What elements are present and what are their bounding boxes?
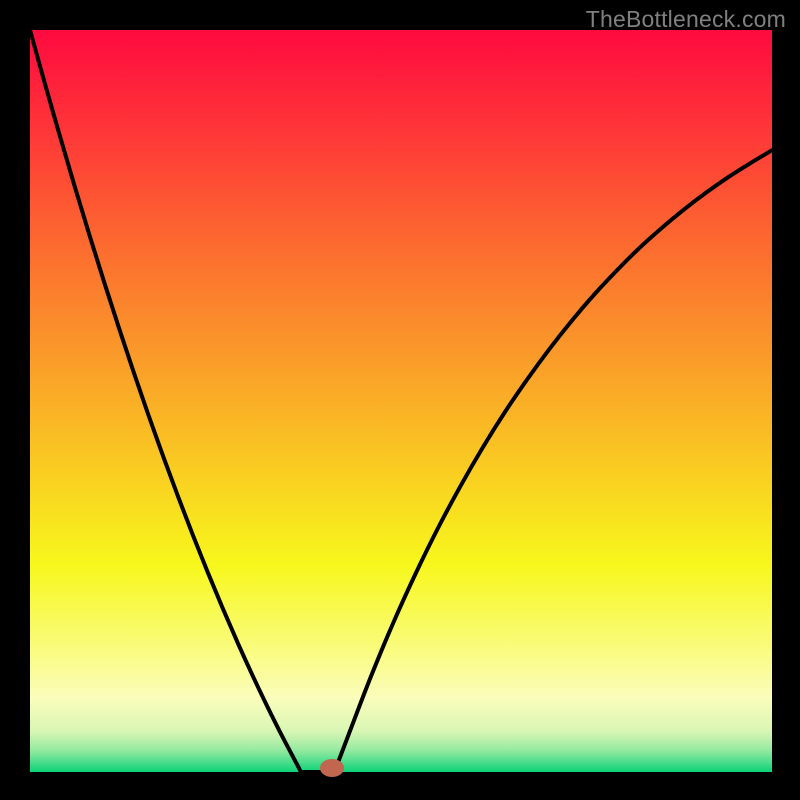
operating-point-marker [320, 759, 344, 777]
plot-area [30, 30, 772, 772]
gradient-background [30, 30, 772, 772]
chart-root: TheBottleneck.com [0, 0, 800, 800]
watermark-text: TheBottleneck.com [586, 6, 786, 33]
